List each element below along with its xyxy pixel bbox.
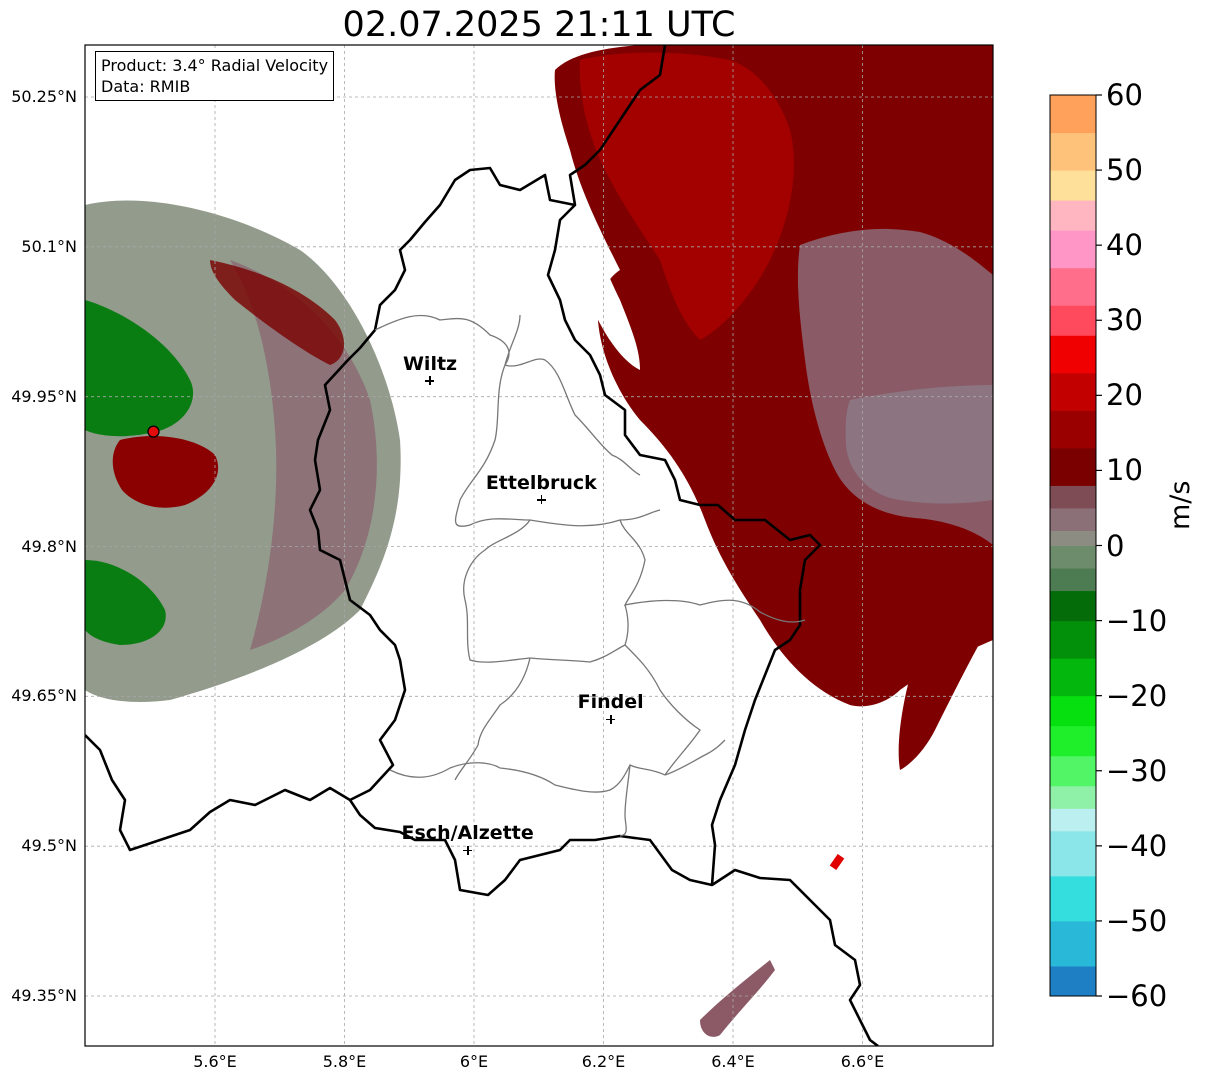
colorbar-segment-26 — [1050, 132, 1096, 171]
colorbar-tick-label: −30 — [1106, 753, 1168, 788]
colorbar-segment-17 — [1050, 447, 1096, 486]
lat-tick-label: 49.65°N — [11, 686, 77, 706]
colorbar-tick-label: −50 — [1106, 903, 1168, 938]
colorbar-segment-14 — [1050, 530, 1096, 546]
echo-west-green — [85, 300, 194, 437]
city-label: Ettelbruck — [485, 471, 597, 494]
product-label: Product: 3.4° Radial Velocity — [101, 56, 329, 75]
colorbar-segment-13 — [1050, 545, 1096, 569]
lon-tick-label: 6.6°E — [840, 1052, 885, 1071]
colorbar-segment-22 — [1050, 267, 1096, 306]
colorbar-segment-15 — [1050, 507, 1096, 531]
colorbar-segment-6 — [1050, 755, 1096, 787]
lat-tick-label: 49.5°N — [21, 836, 77, 856]
canton-boundaries — [374, 314, 806, 837]
city-marker — [425, 376, 435, 386]
colorbar-tick-label: 50 — [1106, 153, 1143, 188]
colorbar-tick-label: 10 — [1106, 453, 1143, 488]
colorbar-segment-12 — [1050, 568, 1096, 592]
echo-east-red — [579, 52, 794, 340]
colorbar-segment-19 — [1050, 372, 1096, 411]
colorbar-segment-18 — [1050, 410, 1096, 449]
city-label: Esch/Alzette — [401, 822, 534, 845]
colorbar-segment-23 — [1050, 230, 1096, 269]
echo-east-white — [560, 160, 640, 370]
colorbar-tick-label: −20 — [1106, 678, 1168, 713]
colorbar-tick-label: −10 — [1106, 603, 1168, 638]
info-box: Product: 3.4° Radial Velocity Data: RMIB — [95, 51, 335, 101]
echo-small-red — [829, 853, 845, 871]
colorbar-segment-25 — [1050, 170, 1096, 201]
city-marker — [606, 714, 616, 724]
echo-east-grey — [845, 385, 993, 504]
colorbar-segment-3 — [1050, 830, 1096, 877]
echo-west-darkred — [210, 260, 345, 365]
colorbar-segment-9 — [1050, 658, 1096, 697]
colorbar-segment-4 — [1050, 808, 1096, 832]
colorbar-segment-2 — [1050, 875, 1096, 922]
echo-south-pink — [700, 960, 775, 1037]
city-label: Wiltz — [402, 352, 458, 375]
data-source-label: Data: RMIB — [101, 77, 191, 96]
city-marker — [536, 495, 546, 505]
colorbar-segment-10 — [1050, 620, 1096, 659]
lon-tick-label: 6.4°E — [711, 1052, 755, 1071]
lon-tick-label: 5.6°E — [193, 1052, 237, 1071]
colorbar-segment-0 — [1050, 965, 1096, 997]
colorbar-tick-label: 40 — [1106, 228, 1143, 263]
colorbar-tick-label: −40 — [1106, 828, 1168, 863]
colorbar-segment-27 — [1050, 95, 1096, 134]
colorbar-tick-label: 20 — [1106, 378, 1143, 413]
colorbar-segment-24 — [1050, 200, 1096, 231]
lon-tick-label: 5.8°E — [322, 1052, 367, 1071]
country-border — [85, 45, 879, 1046]
city-marker — [463, 845, 473, 855]
colorbar-segment-16 — [1050, 485, 1096, 509]
colorbar-tick-label: −60 — [1106, 979, 1168, 1013]
colorbar-label: m/s — [1165, 480, 1196, 530]
echo-west-pink — [230, 260, 377, 650]
lat-tick-label: 49.95°N — [11, 386, 77, 406]
map-frame — [84, 44, 994, 1047]
echo-east-tail — [898, 590, 993, 770]
colorbar-segment-8 — [1050, 695, 1096, 727]
colorbar-segment-1 — [1050, 920, 1096, 967]
lat-tick-label: 49.35°N — [11, 986, 77, 1005]
colorbar-segment-11 — [1050, 590, 1096, 622]
radar-site-marker[interactable] — [147, 425, 160, 438]
colorbar-tick-label: 0 — [1106, 528, 1125, 563]
gridlines — [85, 45, 993, 1046]
colorbar-tick-label: 60 — [1106, 78, 1143, 112]
echo-west-red — [112, 435, 219, 508]
colorbar-segment-5 — [1050, 785, 1096, 809]
colorbar-segment-21 — [1050, 305, 1096, 336]
radar-echo-layer — [85, 45, 993, 1037]
lat-tick-label: 50.1°N — [21, 236, 77, 256]
colorbar-segment-20 — [1050, 335, 1096, 374]
lon-tick-label: 6°E — [459, 1052, 489, 1071]
colorbar-segment-7 — [1050, 725, 1096, 757]
echo-west-green-2 — [85, 560, 166, 645]
colorbar-tick-label: 30 — [1106, 303, 1143, 338]
lon-tick-label: 6.2°E — [581, 1052, 626, 1071]
map-title: 02.07.2025 21:11 UTC — [342, 5, 736, 45]
city-label: Findel — [577, 691, 644, 714]
lat-tick-label: 50.25°N — [11, 87, 77, 106]
lat-tick-label: 49.8°N — [21, 536, 77, 556]
